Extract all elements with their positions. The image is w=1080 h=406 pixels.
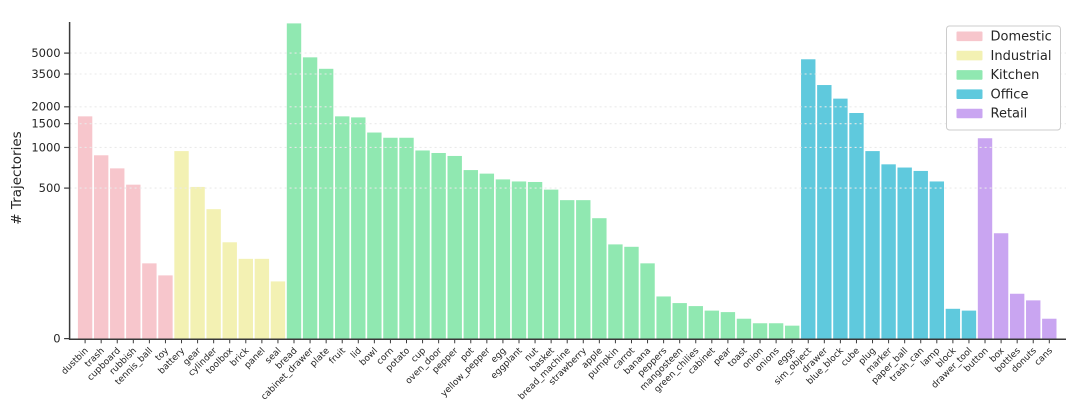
- bar-drawer_tool: [961, 310, 977, 339]
- legend: Domestic Industrial Kitchen Office Retail: [946, 25, 1061, 131]
- bar-carrot: [624, 246, 639, 339]
- bar-paper_ball: [897, 167, 912, 339]
- bar-potato: [399, 137, 414, 339]
- legend-label-kitchen: Kitchen: [991, 68, 1040, 83]
- legend-swatch-retail: [956, 108, 983, 119]
- bar-toy: [158, 275, 173, 339]
- bar-cupboard: [110, 168, 125, 339]
- bar-drawer: [817, 85, 832, 339]
- bar-pumpkin: [608, 244, 623, 339]
- bar-brick: [238, 258, 253, 339]
- bar-block: [945, 308, 961, 339]
- bar-lid: [351, 117, 366, 339]
- y-tick-label-0: 0: [53, 332, 60, 346]
- bar-bowl: [367, 132, 382, 339]
- legend-label-office: Office: [991, 87, 1029, 102]
- bar-onion: [752, 323, 768, 339]
- bar-toolbox: [222, 242, 237, 339]
- bar-trash: [93, 155, 109, 339]
- x-tick-label-cans: cans: [1033, 346, 1055, 368]
- bar-plate: [318, 68, 334, 339]
- bar-plug: [865, 151, 880, 339]
- bar-yellow_pepper: [479, 173, 495, 339]
- bar-bottles: [1009, 293, 1025, 339]
- bar-tennis_ball: [142, 263, 157, 339]
- legend-swatch-kitchen: [956, 70, 983, 80]
- bar-cabinet: [704, 310, 720, 339]
- bar-trash_can: [913, 170, 928, 339]
- bar-lamp: [929, 181, 945, 339]
- bar-oven_door: [431, 152, 446, 339]
- y-tick-label-500: 500: [39, 181, 61, 195]
- bar-sim_object: [801, 59, 816, 339]
- bar-cup: [415, 150, 430, 339]
- bar-pepper: [447, 155, 462, 339]
- legend-swatch-office: [956, 89, 983, 99]
- y-tick-label-1500: 1500: [31, 117, 60, 131]
- y-tick-label-2000: 2000: [31, 100, 60, 114]
- bar-pot: [463, 170, 478, 339]
- bar-fruit: [335, 116, 350, 339]
- bar-cylinder: [206, 209, 221, 339]
- bar-eggs: [784, 325, 800, 339]
- y-tick-label-1000: 1000: [31, 140, 60, 154]
- bar-basket: [543, 189, 559, 339]
- legend-swatch-industrial: [956, 50, 983, 61]
- bar-button: [977, 138, 993, 339]
- bar-peppers: [656, 296, 671, 339]
- bar-bread: [286, 23, 302, 339]
- legend-label-domestic: Domestic: [991, 30, 1052, 45]
- bar-box: [993, 233, 1009, 339]
- bar-battery: [174, 151, 189, 339]
- bar-nut: [527, 181, 543, 339]
- bar-blue_block: [833, 98, 848, 339]
- bar-donuts: [1026, 300, 1041, 339]
- legend-label-retail: Retail: [991, 107, 1028, 122]
- bar-cabinet_drawer: [302, 57, 318, 339]
- bar-gear: [190, 186, 205, 339]
- y-axis-title: # Trajectories: [9, 131, 25, 224]
- bar-egg: [495, 179, 511, 339]
- bar-green_chilies: [688, 306, 703, 339]
- y-tick-label-5000: 5000: [31, 46, 60, 60]
- bar-cans: [1042, 318, 1057, 339]
- bar-marker: [881, 164, 896, 339]
- bar-strawberry: [576, 200, 591, 339]
- bar-rubbish: [126, 184, 141, 339]
- bar-mangosteen: [672, 303, 687, 339]
- legend-swatch-domestic: [956, 31, 983, 42]
- bar-cube: [849, 113, 864, 339]
- bar-dustbin: [77, 116, 93, 339]
- bar-pear: [720, 312, 736, 339]
- bar-seal: [270, 281, 286, 339]
- bar-panel: [254, 258, 270, 339]
- bar-eggplant: [511, 181, 527, 339]
- legend-label-industrial: Industrial: [991, 49, 1052, 64]
- bar-apple: [592, 218, 607, 339]
- x-tick-label-fruit: fruit: [328, 346, 349, 367]
- bar-corn: [383, 137, 398, 339]
- bar-banana: [640, 263, 655, 339]
- bar-onions: [768, 323, 784, 339]
- bar-bread_machine: [560, 200, 575, 339]
- y-tick-label-3500: 3500: [31, 67, 60, 81]
- bar-toast: [736, 318, 752, 339]
